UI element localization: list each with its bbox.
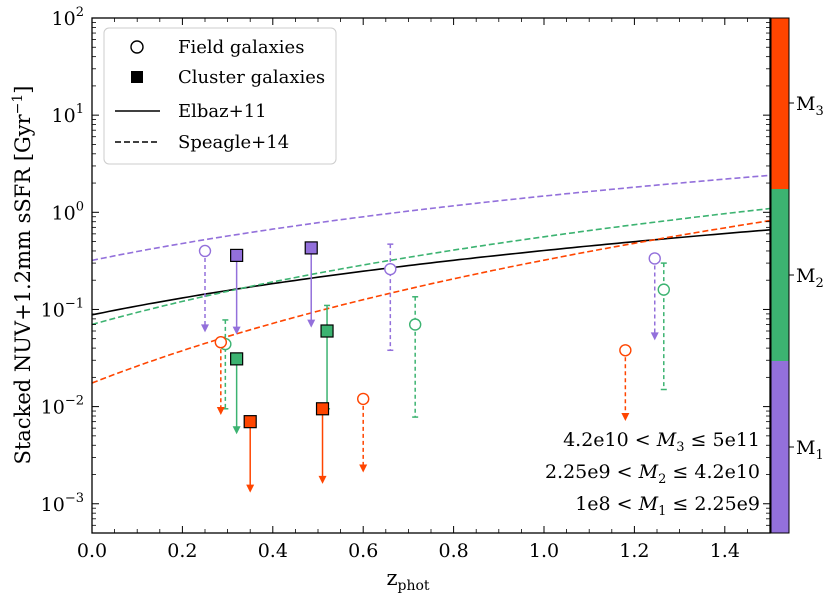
colorbar-label-m1: M1 [796,437,824,463]
cluster-galaxy-marker [304,241,318,255]
legend-cluster-marker [131,71,143,83]
data-point-cluster-m1-1 [304,241,318,328]
x-tick-label: 0.2 [167,540,197,562]
field-galaxy-marker [214,336,228,349]
cluster-galaxy-marker [230,248,244,263]
legend-elbaz-label: Elbaz+11 [178,101,267,122]
legend-cluster-label: Cluster galaxies [178,67,325,88]
data-point-cluster-m2-1 [320,304,334,410]
curve-speagle-14-m2 [92,207,770,326]
y-tick-label: 10−3 [41,491,84,516]
upper-limit-arrowhead [216,406,225,415]
data-point-field-m1-0 [198,244,212,333]
colorbar-label-m2: M2 [796,265,824,291]
upper-limit-arrowhead [621,413,630,422]
curve-speagle-14-m3 [92,219,770,384]
cluster-galaxy-marker [243,415,257,429]
upper-limit-arrowhead [650,332,659,341]
legend-field-label: Field galaxies [178,37,304,58]
mass-range-annotation: 4.2e10 < M3 ≤ 5e11 2.25e9 < M2 ≤ 4.2e10 … [545,429,760,519]
cluster-galaxy-marker [315,402,330,416]
cluster-galaxy-marker [230,352,244,366]
upper-limit-arrowhead [246,484,255,493]
data-point-cluster-m1-0 [230,248,244,335]
legend-speagle-label: Speagle+14 [178,132,289,153]
x-tick-label: 1.2 [619,540,649,562]
colorbar-segment-m2 [771,189,789,361]
annotation-m3: 4.2e10 < M3 ≤ 5e11 [563,429,760,455]
data-point-field-m2-1 [408,296,422,418]
colorbar-segment-m1 [771,361,789,533]
mass-bin-colorbar: M3 M2 M1 [770,17,824,534]
y-tick-label: 101 [52,102,84,127]
x-tick-label: 0.4 [258,540,288,562]
legend-box [103,27,337,165]
x-tick-label: 0.0 [77,540,107,562]
x-tick-label: 0.8 [438,540,468,562]
data-point-field-m1-2 [648,252,661,341]
field-galaxy-marker [619,344,632,357]
y-tick-label: 102 [52,5,84,30]
points-layer [198,241,670,493]
data-point-cluster-m3-0 [243,415,257,493]
colorbar-segment-m3 [771,18,789,189]
y-tick-label: 100 [52,199,84,224]
data-point-field-m3-0 [214,336,228,415]
x-tick-label: 1.0 [529,540,559,562]
cluster-galaxy-marker [320,324,334,338]
field-galaxy-marker [657,283,670,296]
annotation-m1: 1e8 < M1 ≤ 2.25e9 [575,493,760,519]
y-tick-label: 10−2 [41,394,84,419]
upper-limit-arrowhead [232,326,241,335]
data-point-field-m1-1 [384,243,397,352]
x-tick-label: 1.4 [710,540,740,562]
upper-limit-arrowhead [359,464,368,473]
annotation-m2: 2.25e9 < M2 ≤ 4.2e10 [545,461,760,487]
upper-limit-arrowhead [318,475,327,484]
plot-frame [91,17,771,534]
upper-limit-arrowhead [232,426,241,435]
upper-limit-arrowhead [201,324,209,333]
field-galaxy-marker [648,252,661,265]
upper-limit-arrowhead [307,319,316,328]
data-point-field-m3-1 [357,392,370,473]
field-galaxy-marker [357,392,370,406]
legend-field-marker [130,40,144,54]
y-axis-title: Stacked NUV+1.2mm sSFR [Gyr−1] [10,85,35,464]
data-point-field-m2-2 [657,262,670,391]
x-axis-title: zphot [386,566,429,594]
field-galaxy-marker [384,262,397,276]
curve-speagle-14-m1 [92,174,770,262]
x-tick-label: 0.6 [348,540,378,562]
data-point-cluster-m3-1 [315,402,330,484]
field-galaxy-marker [408,318,422,331]
field-galaxy-marker [198,244,212,258]
data-point-cluster-m2-0 [230,352,244,435]
colorbar-label-m3: M3 [796,93,824,119]
data-point-field-m3-2 [619,344,632,422]
y-tick-label: 10−1 [41,296,84,321]
ticks-layer: 0.0 0.2 0.4 0.6 0.8 1.0 1.2 1.4 10−3 10−2 10−1 100 1… [41,5,770,562]
legend: Field galaxies Cluster galaxies Elbaz+11… [103,27,337,165]
